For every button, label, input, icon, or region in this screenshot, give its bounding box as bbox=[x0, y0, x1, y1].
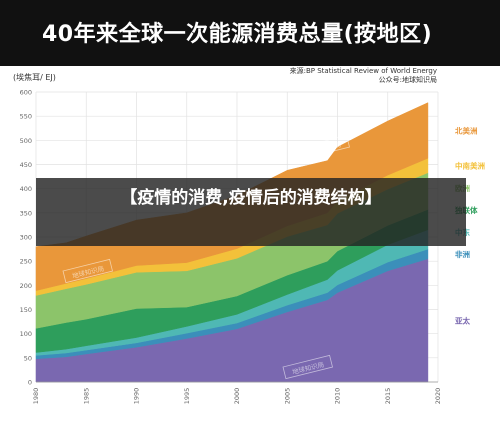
chart-title: 40年来全球一次能源消费总量(按地区) bbox=[42, 22, 433, 47]
x-tick-label: 1995 bbox=[183, 388, 191, 405]
y-tick-label: 500 bbox=[20, 137, 32, 145]
legend-label: 非洲 bbox=[455, 249, 470, 259]
legend-label: 亚太 bbox=[455, 315, 470, 325]
y-tick-label: 100 bbox=[20, 330, 32, 338]
x-tick-label: 1985 bbox=[82, 388, 90, 405]
x-tick-label: 2010 bbox=[334, 388, 342, 405]
y-tick-label: 250 bbox=[20, 258, 32, 266]
legend-label: 独联体 bbox=[455, 205, 478, 215]
legend-label: 中南美洲 bbox=[455, 160, 485, 170]
axis-group: 0 50 100 150 200 250 300 350 400 450 500 550 600 1980… bbox=[20, 89, 442, 405]
x-tick-label: 2000 bbox=[233, 388, 241, 405]
y-tick-label: 350 bbox=[20, 209, 32, 217]
headline-text: 【疫情的消费,疫情后的消费结构】 bbox=[120, 188, 382, 208]
y-axis-unit-label: (埃焦耳/ EJ) bbox=[13, 73, 56, 82]
title-bar: 40年来全球一次能源消费总量(按地区) bbox=[0, 0, 500, 66]
y-tick-label: 300 bbox=[20, 234, 32, 242]
y-tick-label: 50 bbox=[24, 354, 32, 362]
x-tick-label: 2015 bbox=[384, 388, 392, 405]
y-tick-label: 150 bbox=[20, 306, 32, 314]
x-tick-label: 2005 bbox=[283, 388, 291, 405]
account-credit: 公众号:地球知识局 bbox=[378, 76, 437, 84]
watermark-frame bbox=[299, 134, 350, 160]
y-tick-label: 550 bbox=[20, 113, 32, 121]
headline-overlay: 【疫情的消费,疫情后的消费结构】 bbox=[36, 178, 466, 246]
y-tick-label: 450 bbox=[20, 161, 32, 169]
x-tick-label: 1990 bbox=[133, 388, 141, 405]
watermark-frame bbox=[62, 258, 113, 284]
y-tick-label: 400 bbox=[20, 185, 32, 193]
watermark-frame bbox=[282, 354, 333, 380]
legend-label: 北美洲 bbox=[455, 125, 478, 135]
source-credit: 来源:BP Statistical Review of World Energy bbox=[289, 67, 437, 75]
x-tick-label: 2020 bbox=[434, 388, 442, 405]
y-tick-label: 0 bbox=[28, 379, 32, 387]
y-tick-label: 600 bbox=[20, 89, 32, 97]
y-tick-label: 200 bbox=[20, 282, 32, 290]
x-tick-label: 1980 bbox=[32, 388, 40, 405]
